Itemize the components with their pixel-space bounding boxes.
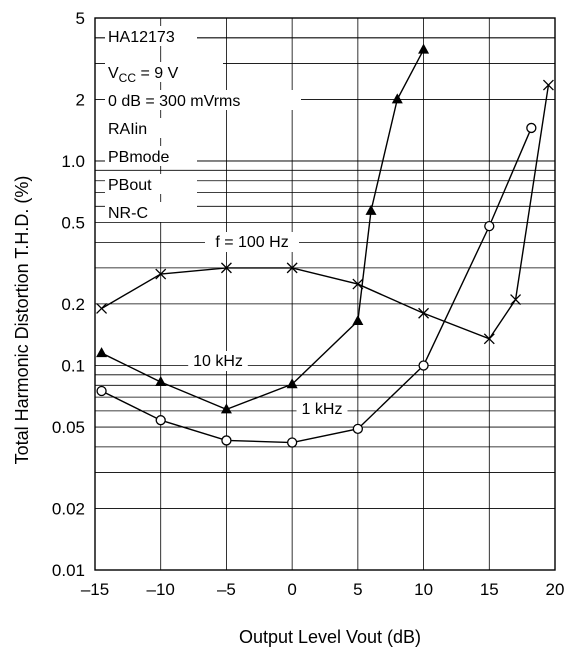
series-1: 10 kHz	[96, 43, 430, 414]
x-tick-label: 5	[353, 580, 362, 599]
series-label: 1 kHz	[302, 401, 343, 418]
annotation-bg	[105, 62, 223, 82]
data-point-x-marker	[418, 307, 430, 319]
data-point-triangle	[286, 378, 298, 389]
data-point-x-marker	[96, 303, 108, 314]
x-tick-label: –10	[147, 580, 175, 599]
series-label-bg	[188, 351, 248, 371]
y-axis-label: Total Harmonic Distortion T.H.D. (%)	[12, 176, 32, 465]
series-0: f = 100 Hz	[96, 79, 554, 345]
series-label: f = 100 Hz	[215, 234, 288, 251]
y-tick-label: 0.01	[52, 561, 85, 580]
series-label-bg	[205, 232, 299, 252]
tick-labels: –15 –10 –5 0 5 10 15 20 0.01 0.02 0.05 0.1 0.2 0.5 1.0…	[52, 9, 565, 599]
data-point-triangle	[352, 314, 364, 325]
annotation-bg	[105, 202, 197, 222]
y-tick-label: 0.02	[52, 499, 85, 518]
data-series: f = 100 Hz 10 kHz 1 kHz	[96, 43, 554, 448]
y-tick-label: 0.05	[52, 418, 85, 437]
data-point-circle	[155, 415, 166, 426]
annotation-text: 0 dB = 300 mVrms	[108, 93, 240, 110]
marker-stroke	[483, 333, 495, 345]
data-point-x-marker	[510, 294, 522, 306]
y-tick-label: 2	[76, 90, 85, 109]
data-point-x-marker	[286, 262, 298, 274]
data-point-triangle	[365, 204, 377, 215]
data-point-circle	[221, 435, 232, 446]
y-tick-label: 1.0	[61, 152, 85, 171]
annotation-bg	[105, 146, 197, 166]
annotation-bg	[105, 90, 301, 110]
data-point-circle	[484, 220, 495, 232]
annotation-bg	[105, 26, 197, 46]
marker-stroke	[542, 79, 554, 91]
annotation-text: RAIin	[108, 121, 147, 138]
x-tick-label: 20	[546, 580, 565, 599]
plot-frame	[94, 17, 556, 571]
data-point-circle	[352, 423, 364, 434]
data-point-x-marker	[542, 79, 554, 91]
marker-stroke	[352, 278, 364, 290]
data-point-x-marker	[483, 333, 495, 345]
data-point-triangle	[391, 93, 403, 104]
data-point-triangle	[220, 403, 232, 414]
data-point-x-marker	[155, 268, 167, 280]
data-point-circle	[418, 360, 429, 371]
x-axis-label: Output Level Vout (dB)	[239, 627, 421, 647]
marker-stroke	[220, 262, 232, 274]
marker-stroke	[510, 294, 522, 306]
data-point-circle	[286, 437, 298, 448]
series-label-bg	[296, 399, 348, 419]
marker-stroke	[155, 268, 167, 280]
plot-border	[94, 17, 556, 571]
annotation-text: PBout	[108, 177, 152, 194]
data-point-circle	[526, 122, 537, 134]
annotation-text: HA12173	[108, 29, 175, 46]
x-tick-label: 15	[480, 580, 499, 599]
annotation-text: NR-C	[108, 205, 148, 222]
x-tick-label: –15	[81, 580, 109, 599]
annotation-block: HA12173 VCC = 9 V 0 dB = 300 mVrms RAIin PBm…	[105, 26, 301, 222]
data-point-triangle	[96, 347, 108, 358]
series-line	[101, 49, 425, 411]
marker-stroke	[96, 303, 108, 314]
annotation-bg	[105, 118, 197, 138]
x-tick-label: 0	[287, 580, 296, 599]
annotation-text: PBmode	[108, 149, 169, 166]
y-tick-label: 0.1	[61, 356, 85, 375]
y-tick-label: 5	[76, 9, 85, 28]
series-label: 10 kHz	[193, 353, 243, 370]
series-line	[101, 127, 532, 444]
data-point-triangle	[418, 43, 430, 54]
data-point-circle	[96, 385, 107, 397]
marker-stroke	[286, 262, 298, 274]
series-2: 1 kHz	[96, 122, 537, 448]
x-tick-label: 10	[414, 580, 433, 599]
marker-stroke	[418, 307, 430, 319]
annotation-bg	[105, 174, 197, 194]
data-point-x-marker	[220, 262, 232, 274]
y-tick-label: 0.5	[61, 214, 85, 233]
x-tick-label: –5	[217, 580, 236, 599]
data-point-triangle	[155, 376, 167, 387]
annotation-text: VCC = 9 V	[108, 65, 179, 85]
y-tick-label: 0.2	[61, 295, 85, 314]
